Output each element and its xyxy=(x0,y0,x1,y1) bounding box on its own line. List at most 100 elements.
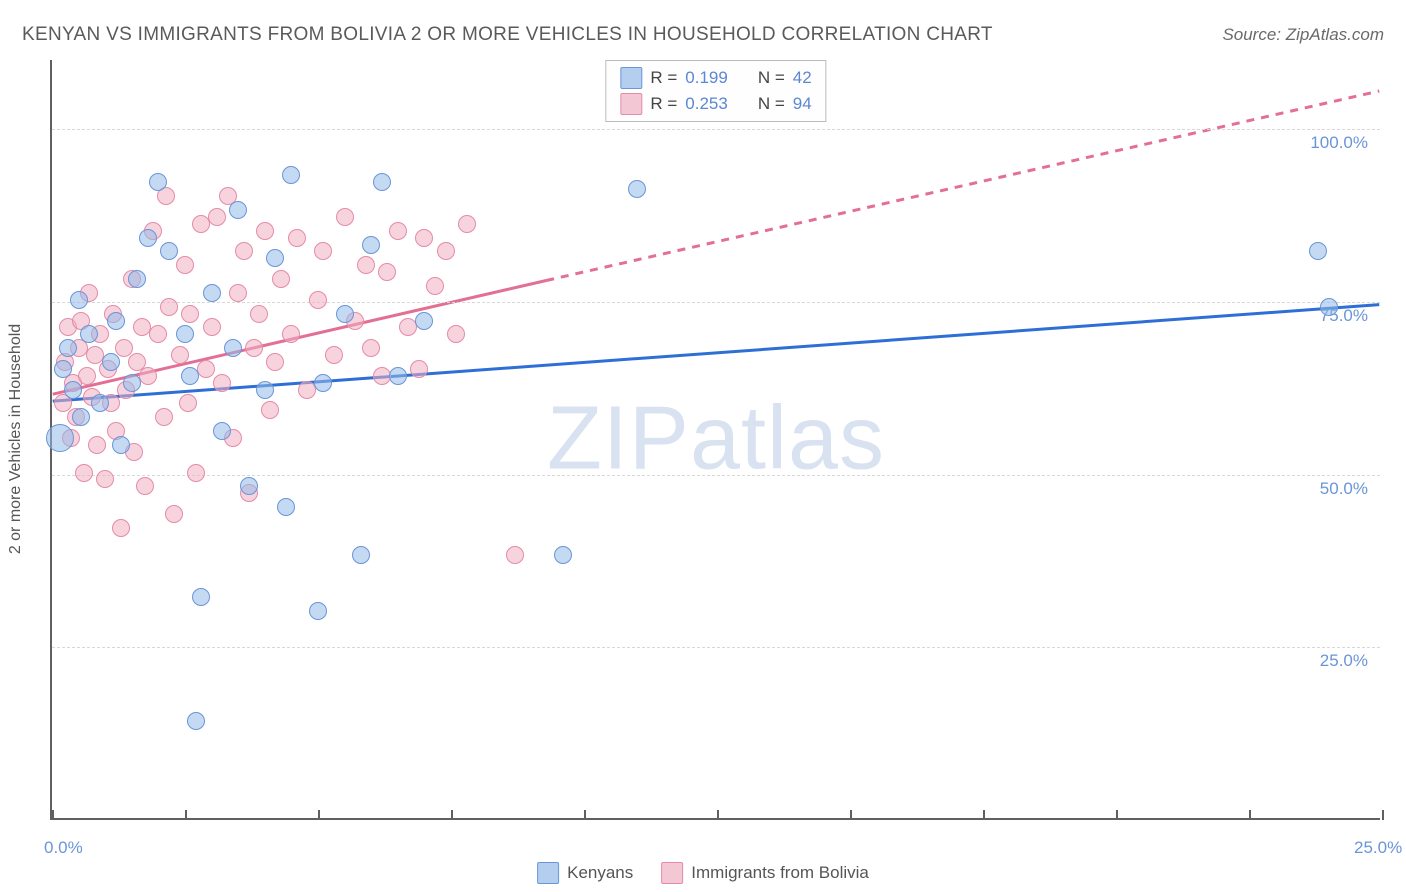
n-label: N = xyxy=(758,68,785,88)
scatter-point xyxy=(1309,242,1327,260)
scatter-point xyxy=(415,312,433,330)
n-value: 42 xyxy=(793,68,812,88)
stats-row-pink: R = 0.253 N = 94 xyxy=(620,91,811,117)
scatter-point xyxy=(46,424,74,452)
scatter-point xyxy=(181,305,199,323)
grid-line xyxy=(52,129,1380,130)
n-value: 94 xyxy=(793,94,812,114)
swatch-blue-icon xyxy=(620,67,642,89)
scatter-point xyxy=(235,242,253,260)
r-label: R = xyxy=(650,68,677,88)
scatter-point xyxy=(362,339,380,357)
scatter-point xyxy=(314,242,332,260)
x-tick xyxy=(318,810,320,820)
x-tick xyxy=(717,810,719,820)
scatter-point xyxy=(266,353,284,371)
series-legend: Kenyans Immigrants from Bolivia xyxy=(537,862,869,884)
scatter-point xyxy=(139,367,157,385)
swatch-blue-icon xyxy=(537,862,559,884)
scatter-point xyxy=(102,353,120,371)
y-tick-label: 50.0% xyxy=(1320,479,1368,499)
scatter-point xyxy=(336,305,354,323)
scatter-point xyxy=(288,229,306,247)
scatter-point xyxy=(506,546,524,564)
chart-plot-area: ZIPatlas 2 or more Vehicles in Household… xyxy=(50,60,1380,820)
scatter-point xyxy=(176,256,194,274)
scatter-point xyxy=(229,284,247,302)
scatter-point xyxy=(149,173,167,191)
x-tick xyxy=(185,810,187,820)
scatter-point xyxy=(64,381,82,399)
grid-line xyxy=(52,302,1380,303)
scatter-point xyxy=(181,367,199,385)
x-tick xyxy=(1249,810,1251,820)
scatter-point xyxy=(192,588,210,606)
scatter-point xyxy=(80,325,98,343)
scatter-point xyxy=(447,325,465,343)
stats-legend: R = 0.199 N = 42 R = 0.253 N = 94 xyxy=(605,60,826,122)
scatter-point xyxy=(362,236,380,254)
x-tick-label: 25.0% xyxy=(1354,838,1402,858)
grid-line xyxy=(52,647,1380,648)
chart-header: KENYAN VS IMMIGRANTS FROM BOLIVIA 2 OR M… xyxy=(22,24,1384,46)
scatter-point xyxy=(160,242,178,260)
scatter-point xyxy=(208,208,226,226)
watermark-zip: ZIP xyxy=(547,389,690,489)
scatter-point xyxy=(213,422,231,440)
x-tick xyxy=(451,810,453,820)
scatter-point xyxy=(213,374,231,392)
x-tick xyxy=(983,810,985,820)
scatter-point xyxy=(336,208,354,226)
y-axis-label: 2 or more Vehicles in Household xyxy=(7,324,25,554)
scatter-point xyxy=(389,222,407,240)
stats-row-blue: R = 0.199 N = 42 xyxy=(620,65,811,91)
x-tick xyxy=(850,810,852,820)
scatter-point xyxy=(325,346,343,364)
legend-label: Kenyans xyxy=(567,863,633,883)
scatter-point xyxy=(70,291,88,309)
scatter-point xyxy=(282,325,300,343)
scatter-point xyxy=(155,408,173,426)
scatter-point xyxy=(179,394,197,412)
scatter-point xyxy=(309,291,327,309)
chart-title: KENYAN VS IMMIGRANTS FROM BOLIVIA 2 OR M… xyxy=(22,24,993,46)
y-tick-label: 25.0% xyxy=(1320,651,1368,671)
legend-item-pink: Immigrants from Bolivia xyxy=(661,862,869,884)
scatter-point xyxy=(415,229,433,247)
scatter-point xyxy=(277,498,295,516)
scatter-point xyxy=(112,519,130,537)
scatter-point xyxy=(123,374,141,392)
scatter-point xyxy=(272,270,290,288)
scatter-point xyxy=(107,312,125,330)
scatter-point xyxy=(410,360,428,378)
scatter-point xyxy=(128,270,146,288)
scatter-point xyxy=(389,367,407,385)
scatter-point xyxy=(75,464,93,482)
legend-label: Immigrants from Bolivia xyxy=(691,863,869,883)
scatter-point xyxy=(256,222,274,240)
scatter-point xyxy=(245,339,263,357)
scatter-point xyxy=(357,256,375,274)
scatter-point xyxy=(149,325,167,343)
scatter-point xyxy=(78,367,96,385)
r-value: 0.253 xyxy=(685,94,728,114)
swatch-pink-icon xyxy=(661,862,683,884)
scatter-point xyxy=(203,284,221,302)
scatter-point xyxy=(176,325,194,343)
scatter-point xyxy=(160,298,178,316)
n-label: N = xyxy=(758,94,785,114)
scatter-point xyxy=(240,477,258,495)
scatter-point xyxy=(136,477,154,495)
scatter-point xyxy=(72,408,90,426)
scatter-point xyxy=(96,470,114,488)
scatter-point xyxy=(197,360,215,378)
scatter-point xyxy=(165,505,183,523)
scatter-point xyxy=(59,339,77,357)
scatter-point xyxy=(378,263,396,281)
scatter-point xyxy=(282,166,300,184)
scatter-point xyxy=(229,201,247,219)
scatter-point xyxy=(203,318,221,336)
x-tick xyxy=(52,810,54,820)
r-label: R = xyxy=(650,94,677,114)
scatter-point xyxy=(171,346,189,364)
